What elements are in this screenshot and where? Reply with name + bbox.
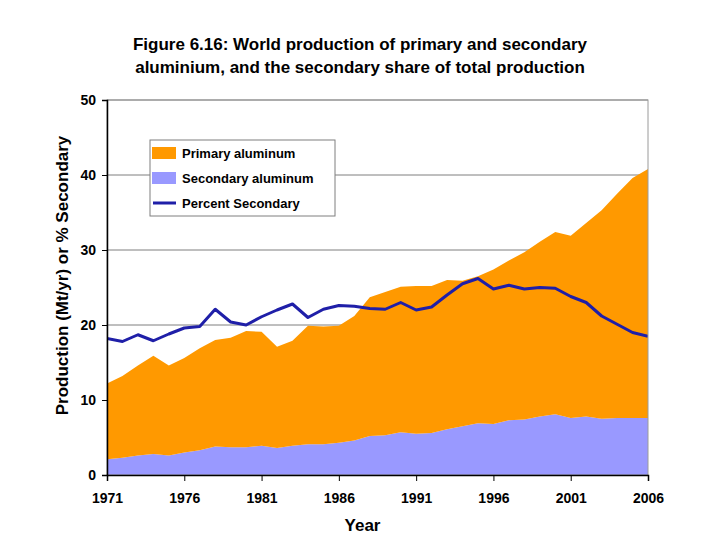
y-axis-line (102, 101, 108, 476)
x-tick: 2006 (633, 475, 664, 506)
y-tick-label: 30 (80, 242, 96, 258)
x-tick-mark (648, 475, 649, 481)
y-tick-label: 0 (88, 467, 96, 483)
y-tick: 30 (80, 242, 107, 258)
y-tick-mark (102, 100, 107, 101)
x-tick-mark (493, 475, 494, 481)
legend-swatch (152, 172, 176, 184)
y-tick-label: 20 (80, 317, 96, 333)
y-tick: 50 (80, 92, 107, 108)
legend-box (150, 140, 335, 216)
legend-swatch (152, 147, 176, 159)
x-tick-label: 2006 (633, 490, 664, 506)
y-tick: 0 (88, 467, 107, 483)
x-tick-label: 1986 (324, 490, 355, 506)
y-tick-mark (102, 250, 107, 251)
y-tick-label: 50 (80, 92, 96, 108)
x-axis: 1971 1976 1981 1986 1991 1996 2001 2006 (92, 475, 664, 506)
y-tick-label: 40 (80, 167, 96, 183)
y-tick-mark (102, 325, 107, 326)
x-tick-label: 1976 (169, 490, 200, 506)
line (107, 279, 648, 342)
grid (107, 100, 648, 475)
legend-label: Percent Secondary (182, 196, 301, 211)
x-tick-mark (262, 475, 263, 481)
x-tick-mark (571, 475, 572, 481)
x-tick: 2001 (556, 475, 587, 506)
x-tick: 1991 (401, 475, 432, 506)
x-tick-label: 1996 (478, 490, 509, 506)
legend-label: Secondary aluminum (182, 171, 313, 186)
legend: Primary aluminum Secondary aluminum Percen… (150, 140, 335, 216)
y-tick-mark (102, 475, 107, 476)
x-tick: 1996 (478, 475, 509, 506)
x-tick-mark (184, 475, 185, 481)
x-tick-label: 1981 (246, 490, 277, 506)
x-tick: 1986 (324, 475, 355, 506)
x-tick: 1981 (246, 475, 277, 506)
x-tick-label: 1991 (401, 490, 432, 506)
title: Figure 6.16: World production of primary… (133, 35, 588, 77)
y-tick: 10 (80, 392, 107, 408)
x-axis-title: Year (345, 516, 381, 535)
plot-frame (107, 100, 648, 475)
y-axis-title: Production (Mt/yr) or % Secondary (53, 135, 72, 415)
x-tick-mark (416, 475, 417, 481)
x-tick-mark (339, 475, 340, 481)
chart: Figure 6.16: World production of primary… (0, 0, 720, 540)
y-tick: 20 (80, 317, 107, 333)
y-tick-label: 10 (80, 392, 96, 408)
x-tick-label: 2001 (556, 490, 587, 506)
x-tick: 1976 (169, 475, 200, 506)
y-tick-mark (102, 175, 107, 176)
plot-area (107, 100, 648, 475)
x-axis-line (108, 476, 649, 482)
legend-swatch (153, 202, 176, 205)
y-tick-mark (102, 400, 107, 401)
y-axis: 0 10 20 30 40 50 (80, 92, 107, 483)
y-tick: 40 (80, 167, 107, 183)
x-tick: 1971 (92, 475, 123, 506)
x-tick-label: 1971 (92, 490, 123, 506)
legend-label: Primary aluminum (182, 146, 295, 161)
